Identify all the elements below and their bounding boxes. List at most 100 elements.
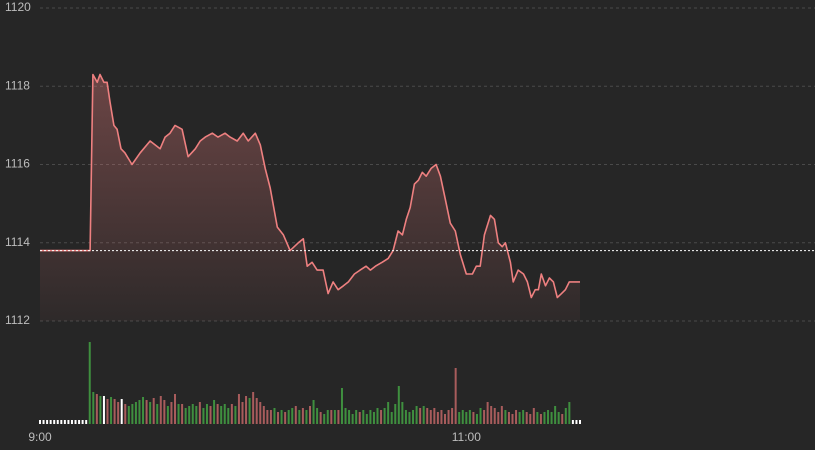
volume-bar [284, 412, 287, 424]
volume-bar [376, 408, 379, 424]
volume-bar [340, 388, 343, 424]
x-tick-label: 11:00 [452, 430, 481, 444]
y-tick-label: 1114 [5, 235, 30, 249]
volume-bar [351, 414, 354, 424]
volume-bar [372, 412, 375, 424]
price-area [40, 74, 580, 321]
volume-bar [134, 402, 137, 424]
y-tick-label: 1112 [5, 313, 30, 327]
volume-bar [571, 420, 574, 424]
volume-bar [415, 406, 418, 424]
volume-bar [202, 408, 205, 424]
volume-bar [294, 406, 297, 424]
x-tick-label: 9:00 [28, 430, 52, 444]
volume-bar [557, 412, 560, 424]
y-tick-label: 1118 [5, 78, 30, 92]
volume-bar [262, 406, 265, 424]
volume-bar [166, 406, 169, 424]
volume-bar [387, 402, 390, 424]
volume-bar [358, 412, 361, 424]
volume-bar [49, 420, 52, 424]
volume-bar [53, 420, 56, 424]
volume-bar [152, 398, 155, 424]
volume-bar [486, 402, 489, 424]
volume-bar [312, 400, 315, 424]
volume-bar [333, 410, 336, 424]
volume-bar [46, 420, 49, 424]
volume-bar [145, 400, 148, 424]
volume-bar [269, 410, 272, 424]
volume-bar [579, 420, 581, 424]
volume-bar [539, 414, 542, 424]
volume-bar [216, 404, 219, 424]
volume-bar [355, 410, 358, 424]
volume-bar [472, 412, 475, 424]
volume-bar [515, 410, 518, 424]
volume-bar [326, 410, 329, 424]
volume-bar [408, 412, 411, 424]
y-tick-label: 1120 [5, 0, 31, 14]
volume-bar [230, 404, 233, 424]
volume-bar [42, 420, 45, 424]
volume-bar [447, 410, 450, 424]
volume-bar [291, 408, 294, 424]
volume-bar [554, 406, 557, 424]
volume-bar [181, 404, 184, 424]
volume-bar [497, 412, 500, 424]
volume-bar [436, 412, 439, 424]
volume-bar [511, 414, 514, 424]
volume-bar [575, 420, 578, 424]
volume-bar [529, 414, 532, 424]
volume-bar [309, 406, 311, 424]
volume-bar [213, 400, 216, 424]
volume-bar [227, 408, 230, 424]
volume-bar [110, 397, 113, 424]
volume-bar [248, 398, 251, 424]
volume-bar [440, 410, 443, 424]
volume-bar [88, 342, 91, 424]
volume-bar [237, 394, 240, 424]
y-tick-label: 1116 [5, 157, 30, 171]
volume-bar [301, 408, 304, 424]
volume-bar [81, 420, 84, 424]
volume-bar [142, 397, 145, 424]
volume-bar [543, 412, 546, 424]
volume-bar [397, 386, 400, 424]
volume-bar [348, 410, 351, 424]
volume-bar [113, 399, 116, 424]
volume-bar [475, 414, 478, 424]
volume-bar [493, 408, 496, 424]
volume-bar [127, 406, 130, 424]
volume-bar [56, 420, 59, 424]
volume-bar [106, 399, 109, 424]
volume-bar [550, 412, 553, 424]
volume-bar [39, 420, 41, 424]
volume-bar [451, 408, 454, 424]
volume-bar [394, 404, 397, 424]
volume-bar [273, 408, 276, 424]
volume-bar [120, 399, 123, 424]
volume-bar [266, 410, 269, 424]
volume-bar [156, 404, 159, 424]
volume-bar [67, 420, 70, 424]
volume-bar [536, 412, 539, 424]
volume-bar [177, 404, 180, 424]
volume-bar [70, 420, 73, 424]
volume-bar [490, 406, 493, 424]
volume-bar [330, 410, 333, 424]
volume-bar [74, 420, 77, 424]
volume-bar [184, 408, 187, 424]
volume-bar [188, 406, 191, 424]
volume-bar [404, 410, 407, 424]
volume-bar [522, 410, 525, 424]
volume-bar [174, 394, 176, 424]
volume-bar [209, 406, 212, 424]
volume-bar [468, 410, 471, 424]
volume-bar [298, 410, 301, 424]
volume-bar [124, 404, 127, 424]
volume-bar [223, 404, 226, 424]
volume-bar [234, 406, 237, 424]
volume-bar [277, 412, 280, 424]
